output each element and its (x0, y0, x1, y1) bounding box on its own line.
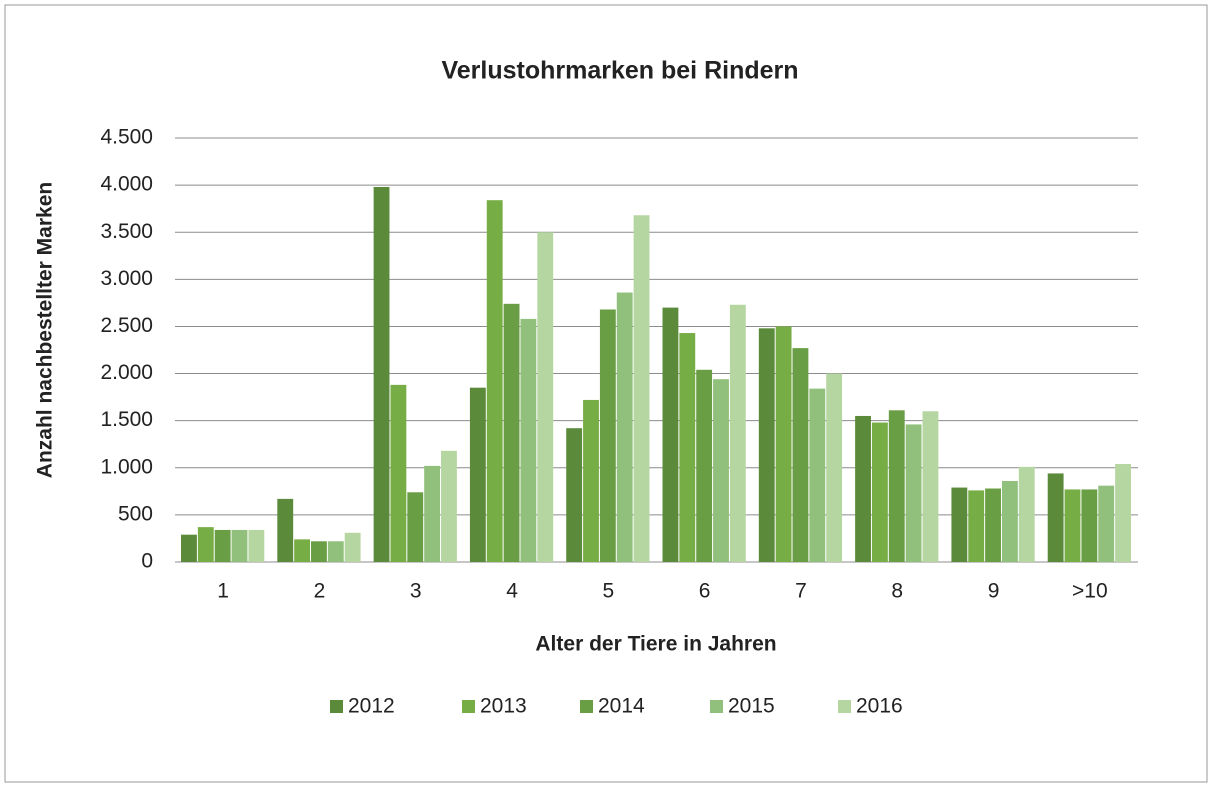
y-tick-label: 2.500 (100, 314, 153, 337)
y-tick-label: 2.000 (100, 361, 153, 384)
bar (344, 532, 361, 562)
chart-title: Verlustohrmarken bei Rindern (441, 57, 798, 85)
bar (327, 541, 344, 562)
bar (537, 232, 554, 562)
bar (311, 541, 327, 562)
y-tick-label: 1.000 (100, 455, 153, 478)
x-tick-label: 5 (603, 580, 615, 603)
y-tick-label: 3.500 (100, 220, 153, 243)
x-tick-label: 7 (795, 580, 807, 603)
x-tick-label: 8 (891, 580, 903, 603)
legend-label: 2015 (728, 695, 775, 718)
bar (231, 529, 248, 562)
bar (441, 450, 457, 562)
bar (633, 215, 650, 563)
bar (599, 309, 616, 562)
bar (294, 539, 311, 562)
bar (1064, 489, 1081, 562)
bar (1001, 480, 1018, 562)
bar (729, 304, 746, 562)
y-tick-label: 4.000 (100, 173, 153, 196)
bar (1018, 466, 1035, 562)
legend-label: 2012 (348, 695, 395, 718)
y-tick-label: 3.000 (100, 267, 153, 290)
legend-swatch (330, 700, 343, 713)
bar (792, 348, 809, 562)
bar (1081, 489, 1098, 562)
bar (390, 384, 407, 562)
x-tick-label: 1 (217, 580, 229, 603)
x-tick-label: 9 (988, 580, 1000, 603)
legend-swatch (462, 700, 475, 713)
bar (888, 410, 905, 562)
legend-label: 2014 (598, 695, 645, 718)
bar (197, 527, 214, 562)
bar (424, 465, 441, 562)
legend-swatch (838, 700, 851, 713)
bar (662, 307, 679, 562)
bar (566, 428, 583, 562)
bar (758, 328, 775, 562)
x-tick-label: 3 (410, 580, 422, 603)
bar (373, 186, 390, 563)
bar (871, 422, 888, 562)
bar (214, 529, 231, 562)
bar (469, 387, 486, 562)
bar (809, 388, 826, 562)
x-axis-label: Alter der Tiere in Jahren (535, 633, 776, 656)
bar (826, 373, 843, 562)
legend-swatch (580, 700, 593, 713)
bar (248, 529, 265, 562)
bar (616, 292, 633, 562)
y-tick-label: 500 (118, 502, 153, 525)
bar (1115, 464, 1131, 562)
bar (503, 303, 520, 562)
bar (775, 326, 792, 562)
bar (407, 492, 424, 562)
bar (968, 490, 985, 562)
x-tick-label: 4 (506, 580, 518, 603)
bar (855, 415, 871, 562)
bar (696, 369, 713, 562)
bar (951, 487, 968, 562)
bar (985, 488, 1001, 562)
bar (486, 200, 503, 563)
bar (520, 318, 537, 562)
x-tick-label: 6 (699, 580, 711, 603)
bar (583, 399, 599, 562)
bar (1098, 485, 1115, 562)
y-axis-label: Anzahl nachbestellter Marken (34, 182, 57, 478)
y-tick-label: 1.500 (100, 408, 153, 431)
bar (922, 411, 939, 562)
y-tick-label: 4.500 (100, 126, 153, 149)
legend-swatch (710, 700, 723, 713)
bar (679, 333, 696, 562)
legend-label: 2013 (480, 695, 527, 718)
x-tick-label: 2 (314, 580, 326, 603)
bar (1047, 473, 1064, 562)
y-tick-label: 0 (141, 550, 153, 573)
bar (713, 379, 729, 562)
bar (905, 424, 922, 562)
legend-label: 2016 (856, 695, 903, 718)
x-tick-label: >10 (1072, 580, 1108, 603)
bar (181, 534, 197, 562)
bar (277, 498, 294, 562)
